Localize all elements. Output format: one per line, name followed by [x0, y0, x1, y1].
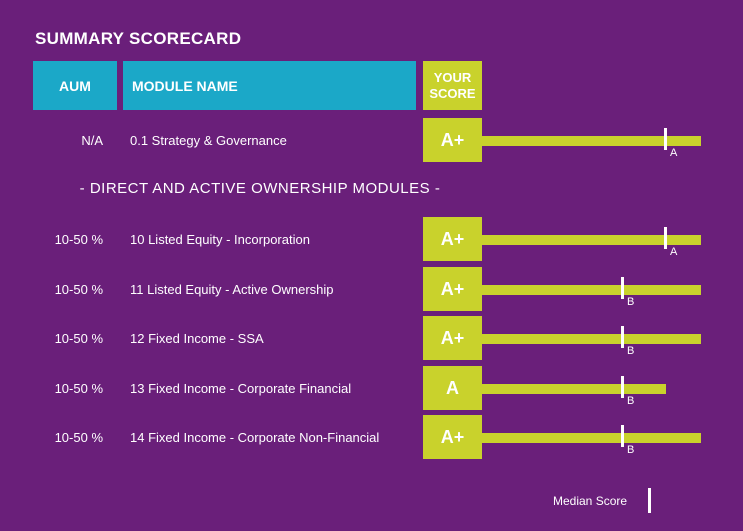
module-name-cell: 13 Fixed Income - Corporate Financial	[130, 381, 352, 396]
score-bar	[482, 136, 701, 146]
median-grade-label: B	[627, 444, 635, 456]
module-name-column-header: MODULE NAME	[123, 61, 416, 110]
score-grade-box: A+	[423, 316, 482, 360]
aum-cell: 10-50 %	[54, 282, 103, 297]
aum-cell: 10-50 %	[54, 430, 103, 445]
median-grade-label: A	[670, 147, 678, 159]
aum-cell: N/A	[81, 133, 103, 148]
your-score-header-line1: YOUR	[433, 69, 472, 85]
median-marker	[621, 326, 624, 348]
score-bar	[482, 285, 701, 295]
median-marker	[664, 128, 667, 150]
median-marker	[621, 425, 624, 447]
module-name-cell: 0.1 Strategy & Governance	[130, 133, 287, 148]
aum-cell: 10-50 %	[54, 232, 103, 247]
score-bar	[482, 235, 701, 245]
your-score-header-line2: SCORE	[429, 85, 476, 101]
median-grade-label: B	[627, 345, 635, 357]
median-marker	[664, 227, 667, 249]
module-name-cell: 14 Fixed Income - Corporate Non-Financia…	[130, 430, 380, 445]
aum-cell: 10-50 %	[54, 331, 103, 346]
module-name-cell: 11 Listed Equity - Active Ownership	[130, 282, 334, 297]
aum-cell: 10-50 %	[54, 381, 103, 396]
median-grade-label: B	[627, 296, 635, 308]
median-marker	[621, 376, 624, 398]
median-grade-label: A	[670, 246, 678, 258]
score-grade-box: A+	[423, 118, 482, 162]
median-marker	[621, 277, 624, 299]
score-bar	[482, 433, 701, 443]
page-title: SUMMARY SCORECARD	[35, 29, 242, 48]
median-score-legend-marker	[648, 488, 651, 513]
median-score-legend-label: Median Score	[553, 494, 628, 508]
aum-column-header: AUM	[33, 61, 117, 110]
section-label: - DIRECT AND ACTIVE OWNERSHIP MODULES -	[79, 180, 441, 197]
score-grade-box: A+	[423, 217, 482, 261]
median-grade-label: B	[627, 395, 635, 407]
module-name-cell: 10 Listed Equity - Incorporation	[130, 232, 310, 247]
score-grade-box: A	[423, 366, 482, 410]
score-bar	[482, 334, 701, 344]
score-bar	[482, 384, 666, 394]
score-grade-box: A+	[423, 267, 482, 311]
your-score-column-header: YOUR SCORE	[423, 61, 482, 110]
module-name-cell: 12 Fixed Income - SSA	[130, 331, 264, 346]
score-grade-box: A+	[423, 415, 482, 459]
